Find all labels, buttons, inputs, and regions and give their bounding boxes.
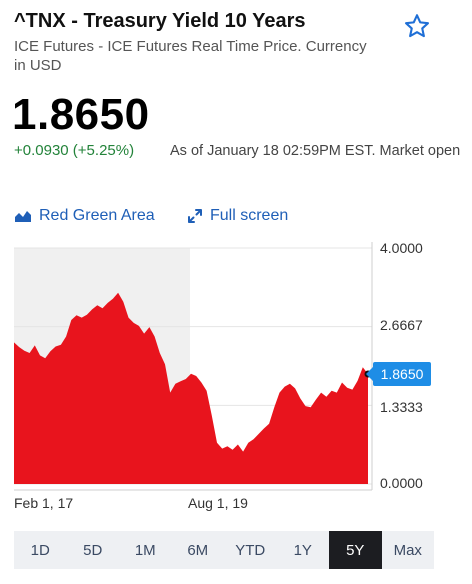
price-change: +0.0930 (+5.25%) [14,142,135,159]
range-1m-button[interactable]: 1M [134,541,156,559]
price-chart[interactable] [0,238,472,493]
current-value-badge: 1.8650 [366,362,431,386]
range-5d-button[interactable]: 5D [83,541,103,559]
y-axis-tick: 1.3333 [380,399,423,415]
star-icon[interactable] [403,12,431,40]
range-ytd-button[interactable]: YTD [235,541,266,559]
range-5y-button[interactable]: 5Y [329,531,382,569]
chart-type-button[interactable]: Red Green Area [14,207,155,225]
x-axis-tick: Feb 1, 17 [14,495,74,511]
yield-area [14,292,368,484]
y-axis-tick: 4.0000 [380,240,423,256]
expand-icon [188,209,202,223]
x-axis-tick: Aug 1, 19 [188,495,248,511]
y-axis-tick: 0.0000 [380,475,423,491]
current-price: 1.8650 [12,90,150,139]
y-axis-tick: 2.6667 [380,317,423,333]
full-screen-label: Full screen [210,207,289,224]
chart-type-label: Red Green Area [39,207,155,224]
range-1d-button[interactable]: 1D [30,541,50,559]
page-title: ^TNX - Treasury Yield 10 Years [14,10,306,32]
area-chart-icon [15,211,31,222]
exchange-info: ICE Futures - ICE Futures Real Time Pric… [14,38,367,74]
as-of-timestamp: As of January 18 02:59PM EST. Market ope… [170,143,461,159]
range-6m-button[interactable]: 6M [187,541,209,559]
time-range-selector: 1D 5D 1M 6M YTD 1Y 5Y Max [14,531,434,569]
range-max-button[interactable]: Max [393,541,422,559]
range-1y-button[interactable]: 1Y [293,541,312,559]
full-screen-button[interactable]: Full screen [187,207,288,225]
